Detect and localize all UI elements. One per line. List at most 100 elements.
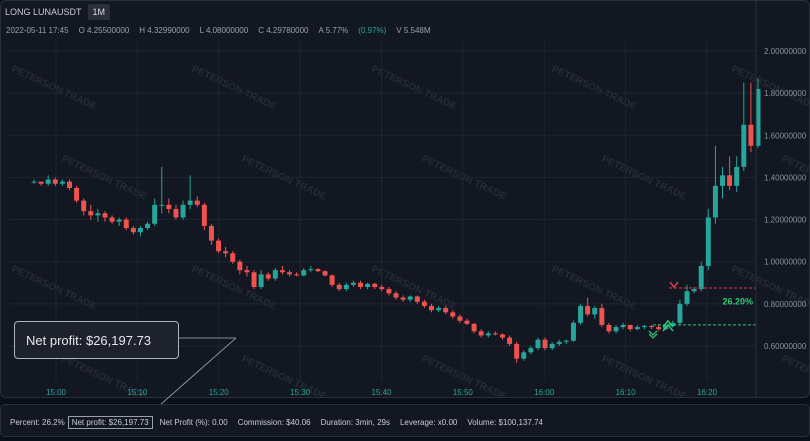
grid-layer (9, 41, 756, 381)
y-tick-label: 1.20000000 (764, 216, 807, 225)
ohlc-low: L 4.08000000 (199, 26, 249, 35)
candle-body (350, 282, 356, 285)
candle-body (400, 297, 406, 300)
candle-body (528, 348, 534, 353)
candle-body (634, 327, 640, 330)
candle-body (123, 219, 129, 228)
watermark-text: PETERSON TRADE (550, 64, 639, 113)
y-tick-label: 1.60000000 (764, 131, 807, 140)
x-tick-label: 15:40 (371, 388, 392, 397)
candle-body (145, 223, 151, 228)
ohlc-open: O 4.25500000 (78, 26, 130, 35)
trade-gain-label: 26.20% (722, 296, 753, 306)
watermark-text: PETERSON TRADE (190, 264, 279, 313)
candle-body (727, 175, 733, 186)
candle-body (372, 283, 378, 287)
candle-body (187, 200, 193, 205)
stat-commission: Commission: $40.06 (237, 418, 311, 427)
x-tick-label: 15:20 (209, 388, 230, 397)
candle-body (684, 291, 690, 304)
candle-body (95, 213, 101, 216)
candle-body (38, 181, 44, 184)
candle-body (343, 284, 349, 290)
candle-body (329, 275, 335, 285)
stat-percent: Percent: 26.2% (10, 418, 65, 427)
candle-body (52, 179, 58, 184)
watermark-text: PETERSON TRADE (550, 264, 639, 313)
ohlc-change-pct: (0.97%) (358, 26, 387, 35)
candle-body (549, 343, 555, 349)
candle-body (294, 274, 300, 276)
candle-body (450, 312, 456, 317)
candle-body (201, 204, 207, 226)
candle-body (499, 334, 505, 338)
watermark-text: PETERSON TRADE (600, 354, 689, 398)
x-tick-label: 16:20 (697, 388, 718, 397)
x-tick-label: 15:10 (127, 388, 148, 397)
exit-arrow-icon (669, 281, 679, 289)
candle-body (31, 181, 37, 183)
candle-body (677, 303, 683, 323)
candle-body (599, 308, 605, 325)
candle-body (230, 253, 236, 262)
stat-net-profit-pct: Net Profit (%): 0.00 (159, 418, 228, 427)
chart-toolbar: LONG LUNAUSDT 1M (5, 3, 111, 21)
watermark-text: PETERSON TRADE (780, 354, 810, 398)
candle-body (507, 337, 513, 344)
timeframe-button[interactable]: 1M (87, 4, 111, 20)
candle-body (137, 228, 143, 233)
candle-body (464, 320, 470, 324)
candle-body (755, 88, 761, 146)
candle-body (741, 124, 747, 167)
entry-signal-icon (648, 330, 658, 339)
candle-body (216, 240, 222, 252)
candle-body (656, 327, 662, 330)
candle-body (152, 204, 158, 224)
candle-body (272, 270, 278, 279)
y-tick-label: 0.60000000 (764, 342, 807, 351)
stat-net-profit: Net profit: $26,197.73 (67, 416, 153, 429)
candle-body (556, 341, 562, 344)
x-tick-label: 15:30 (290, 388, 311, 397)
candle-body (166, 204, 172, 210)
candle-body (429, 305, 434, 311)
trade-stats-footer: Percent: 26.2% Net profit: $26,197.73 Ne… (0, 404, 810, 437)
candle-body (492, 333, 498, 335)
candle-body (336, 284, 342, 290)
candle-body (159, 204, 165, 206)
watermark-text: PETERSON TRADE (60, 154, 149, 203)
candle-body (485, 333, 491, 336)
x-tick-label: 15:50 (453, 388, 474, 397)
candle-body (88, 211, 94, 216)
candle-body (712, 185, 718, 218)
candle-body (649, 325, 655, 328)
candle-body (734, 166, 740, 186)
watermark-text: PETERSON TRADE (190, 64, 279, 113)
watermark-text: PETERSON TRADE (420, 154, 509, 203)
candle-body (223, 251, 229, 254)
y-tick-label: 0.80000000 (764, 300, 807, 309)
candle-body (301, 270, 307, 276)
stat-volume: Volume: $100,137.74 (467, 418, 543, 427)
watermark-text: PETERSON TRADE (10, 264, 99, 313)
candle-body (81, 200, 87, 212)
trade-layer: 26.20% (648, 281, 756, 339)
candle-body (578, 305, 584, 323)
candle-body (457, 316, 463, 321)
candle-body (471, 323, 477, 332)
candle-body (720, 175, 725, 186)
callout-net-profit: Net profit: $26,197.73 (26, 332, 152, 348)
candle-body (109, 217, 115, 222)
candle-body (748, 124, 754, 146)
candle-body (407, 296, 413, 300)
candle-body (287, 272, 293, 275)
candle-body (67, 181, 72, 188)
ohlc-amplitude: A 5.77% (318, 26, 349, 35)
candle-body (592, 308, 598, 315)
candlestick-chart[interactable]: PETERSON TRADE PETERSON TRADE PETERSON TRA… (1, 1, 810, 398)
candle-body (251, 272, 257, 287)
candle-body (244, 270, 250, 273)
candle-body (443, 308, 449, 313)
candle-body (436, 308, 442, 311)
candle-body (208, 225, 214, 241)
